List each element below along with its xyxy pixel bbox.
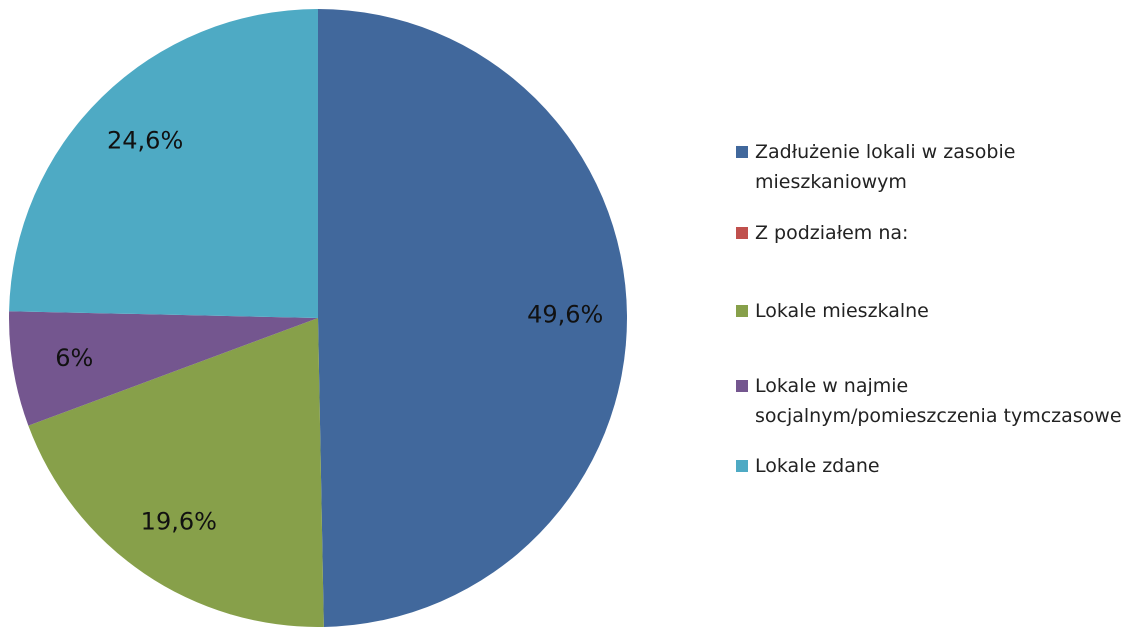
legend-label: Lokale mieszkalne: [755, 300, 929, 322]
legend-swatch: [736, 460, 748, 472]
legend-label: Z podziałem na:: [755, 222, 909, 244]
legend-swatch: [736, 227, 748, 239]
pie-slice: [28, 318, 324, 627]
pie-slice: [8, 311, 318, 426]
pie-slice: [9, 9, 319, 318]
chart: 49,6% 19,6% 6% 24,6%: [8, 9, 628, 627]
data-label: 6%: [55, 344, 93, 372]
legend-item: Z podziałem na:: [736, 218, 1136, 248]
data-label: 19,6%: [141, 507, 217, 535]
legend-item: Lokale mieszkalne: [736, 296, 1136, 326]
pie-slice: [318, 9, 628, 627]
legend-label: Lokale zdane: [755, 455, 880, 477]
legend-item: Lokale w najmie socjalnym/pomieszczenia …: [736, 371, 1136, 431]
legend-item: Zadłużenie lokali w zasobie mieszkaniowy…: [736, 137, 1136, 197]
legend-swatch: [736, 380, 748, 392]
legend-swatch: [736, 146, 748, 158]
legend-label: Lokale w najmie socjalnym/pomieszczenia …: [755, 375, 1122, 427]
legend-item: Lokale zdane: [736, 451, 1136, 481]
legend-label: Zadłużenie lokali w zasobie mieszkaniowy…: [755, 141, 1016, 193]
data-label: 49,6%: [527, 301, 603, 329]
legend-swatch: [736, 305, 748, 317]
data-label: 24,6%: [107, 126, 183, 154]
